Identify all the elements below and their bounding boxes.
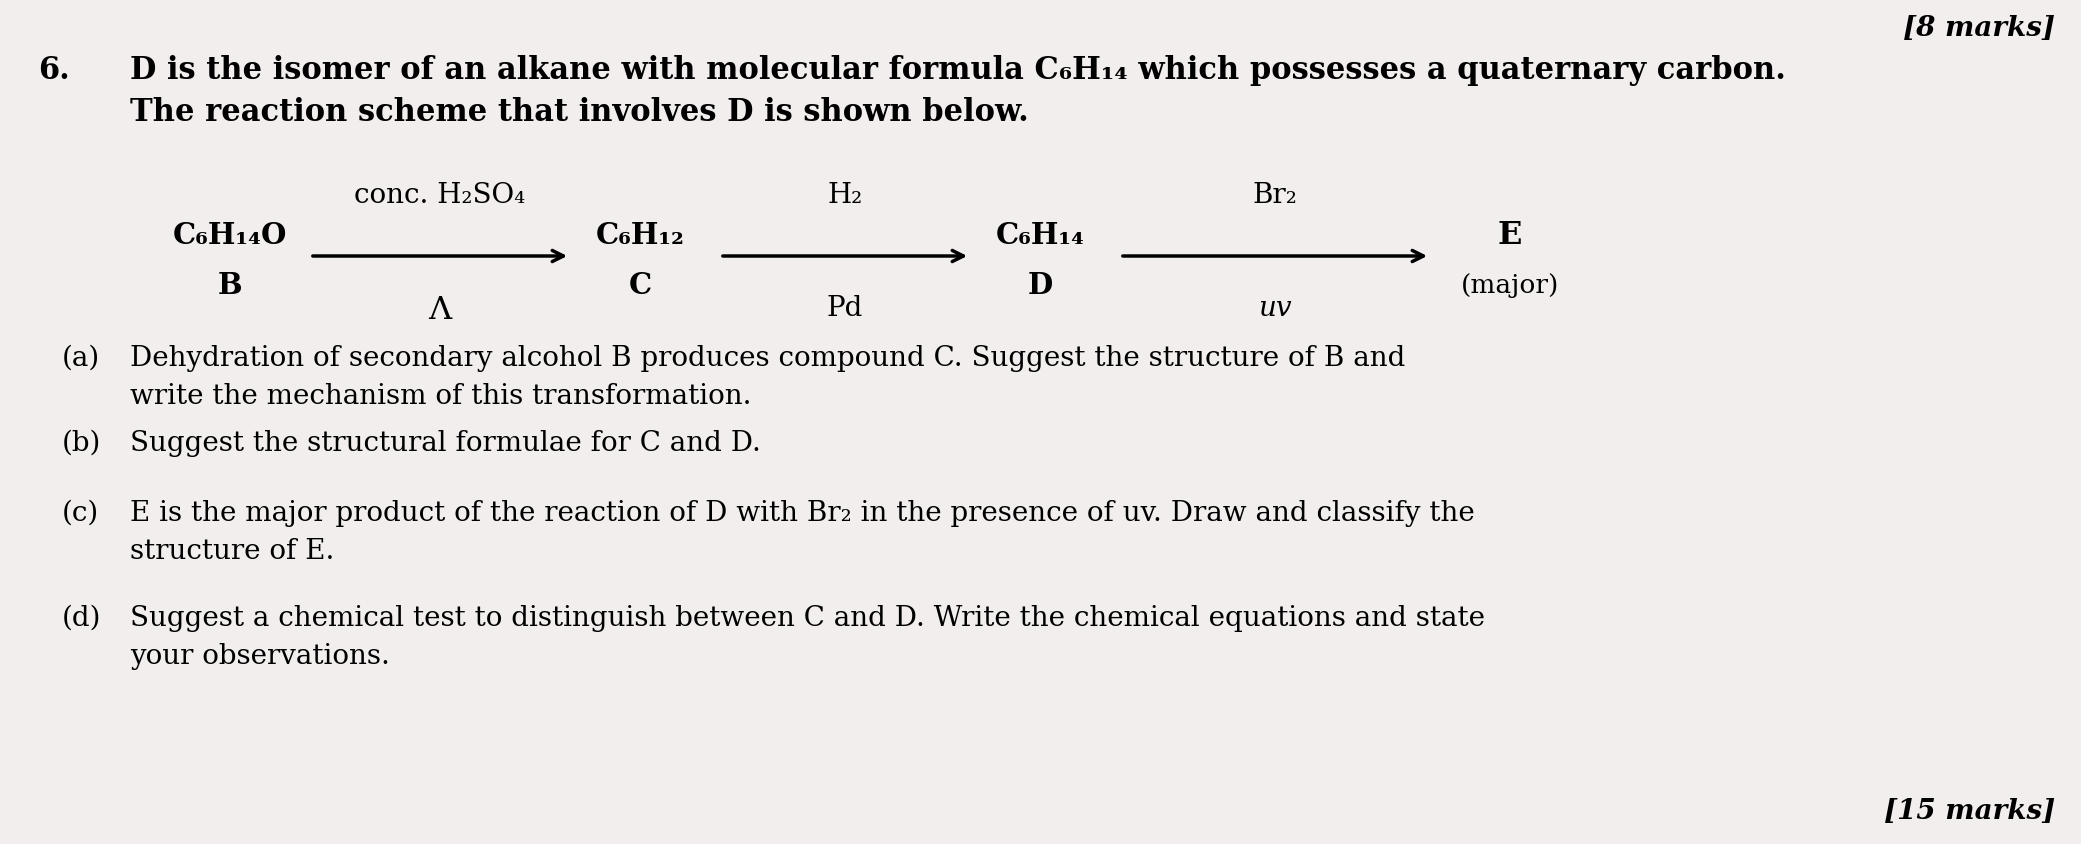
Text: Suggest the structural formulae for C and D.: Suggest the structural formulae for C an… [129,430,762,457]
Text: Λ: Λ [429,295,452,326]
Text: Br₂: Br₂ [1253,181,1296,208]
Text: D: D [1028,270,1053,299]
Text: (d): (d) [62,604,102,631]
Text: 6.: 6. [37,55,71,86]
Text: The reaction scheme that involves D is shown below.: The reaction scheme that involves D is s… [129,97,1028,127]
Text: (b): (b) [62,430,102,457]
Text: your observations.: your observations. [129,642,389,669]
Text: conc. H₂SO₄: conc. H₂SO₄ [354,181,526,208]
Text: (a): (a) [62,344,100,371]
Text: uv: uv [1259,295,1292,322]
Text: C₆H₁₄: C₆H₁₄ [995,220,1084,249]
Text: B: B [219,270,241,299]
Text: write the mechanism of this transformation.: write the mechanism of this transformati… [129,382,751,409]
Text: [15 marks]: [15 marks] [1883,797,2056,824]
Text: H₂: H₂ [828,181,864,208]
Text: [8 marks]: [8 marks] [1902,15,2056,42]
Text: E: E [1498,219,1521,250]
Text: (major): (major) [1461,272,1559,297]
Text: (c): (c) [62,500,100,527]
Text: structure of E.: structure of E. [129,538,335,565]
Text: Pd: Pd [826,295,864,322]
Text: C₆H₁₂: C₆H₁₂ [595,220,685,249]
Text: C₆H₁₄O: C₆H₁₄O [173,220,287,249]
Text: D is the isomer of an alkane with molecular formula C₆H₁₄ which possesses a quat: D is the isomer of an alkane with molecu… [129,55,1785,86]
Text: Dehydration of secondary alcohol B produces compound C. Suggest the structure of: Dehydration of secondary alcohol B produ… [129,344,1405,371]
Text: E is the major product of the reaction of D with Br₂ in the presence of uv. Draw: E is the major product of the reaction o… [129,500,1475,527]
Text: C: C [628,270,651,299]
Text: Suggest a chemical test to distinguish between C and D. Write the chemical equat: Suggest a chemical test to distinguish b… [129,604,1486,631]
